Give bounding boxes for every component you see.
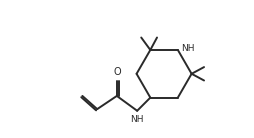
Text: NH: NH — [181, 44, 194, 53]
Text: NH: NH — [130, 115, 144, 124]
Text: O: O — [113, 67, 121, 77]
